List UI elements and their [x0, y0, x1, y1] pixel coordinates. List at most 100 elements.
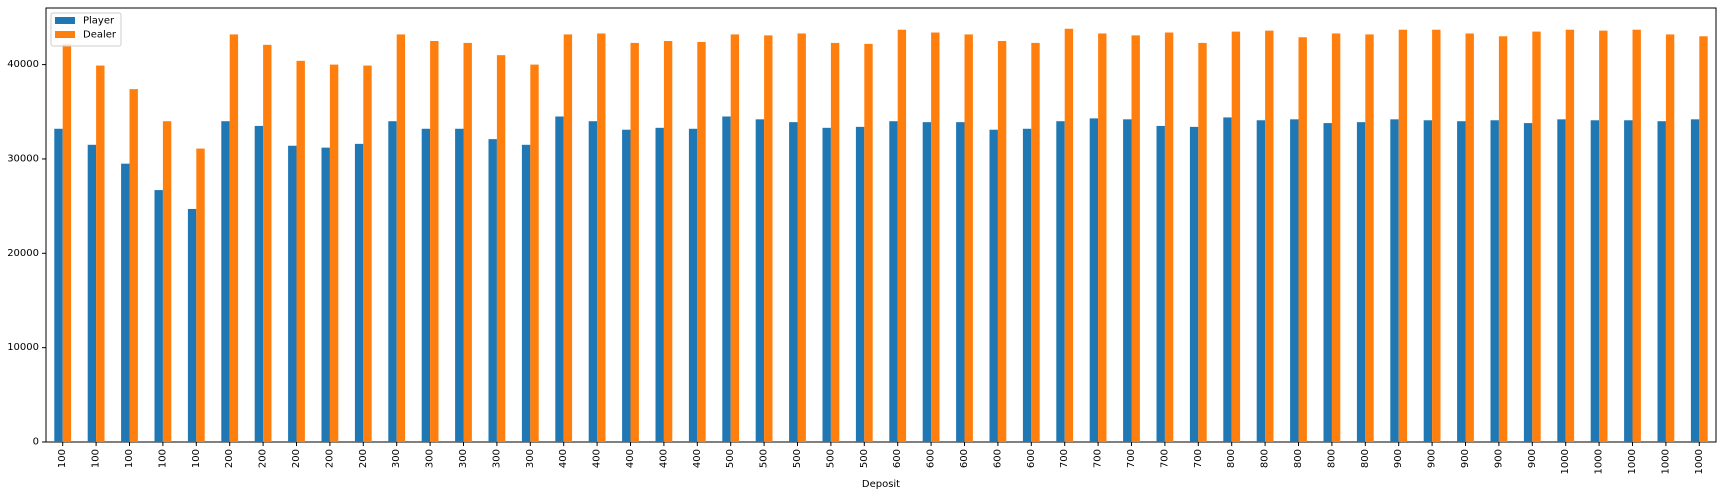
- x-tick-label: 200: [291, 449, 302, 468]
- bar-player-46: [1590, 120, 1600, 443]
- bar-player-40: [1390, 119, 1399, 442]
- bar-dealer-19: [697, 41, 706, 442]
- x-tick-label: 500: [759, 449, 770, 468]
- bar-dealer-32: [1131, 35, 1140, 443]
- y-tick-label: 30000: [7, 153, 39, 164]
- bar-dealer-20: [730, 34, 740, 443]
- bar-dealer-34: [1198, 42, 1207, 442]
- x-tick-label: 200: [324, 449, 335, 468]
- bar-dealer-35: [1231, 31, 1241, 443]
- bar-player-8: [321, 147, 330, 442]
- x-tick-label: 400: [692, 449, 703, 468]
- legend-swatch-player: [55, 17, 75, 24]
- bar-dealer-16: [597, 33, 606, 442]
- bar-dealer-4: [196, 148, 205, 442]
- bar-player-24: [855, 126, 865, 442]
- bar-player-13: [488, 139, 497, 442]
- x-tick-label: 600: [892, 449, 903, 468]
- bar-dealer-45: [1565, 29, 1575, 442]
- bar-player-21: [755, 119, 765, 442]
- x-tick-label: 300: [391, 449, 402, 468]
- bar-player-22: [789, 122, 798, 442]
- bar-player-3: [154, 190, 163, 442]
- bar-player-12: [455, 128, 464, 442]
- x-tick-label: 100: [91, 449, 102, 468]
- bar-dealer-9: [363, 65, 372, 443]
- bar-player-33: [1156, 125, 1165, 443]
- bar-dealer-28: [997, 41, 1007, 443]
- y-axis-ticks: 0 10000 20000 30000 40000: [7, 59, 46, 448]
- x-tick-label: 400: [625, 449, 636, 468]
- x-tick-label: 900: [1493, 449, 1504, 468]
- bar-player-9: [354, 143, 364, 443]
- bar-dealer-44: [1532, 31, 1541, 443]
- bar-dealer-6: [263, 44, 272, 443]
- bar-dealer-5: [229, 34, 239, 443]
- bar-dealer-27: [964, 34, 973, 443]
- bar-dealer-3: [162, 121, 172, 442]
- x-tick-label: 600: [992, 449, 1003, 468]
- bars-group: [54, 28, 1708, 443]
- bar-dealer-12: [463, 42, 472, 442]
- legend-label-player: Player: [83, 16, 115, 27]
- bar-dealer-2: [129, 89, 138, 442]
- bar-dealer-33: [1164, 32, 1174, 442]
- x-tick-label: 300: [525, 449, 536, 468]
- x-tick-label: 1000: [1560, 449, 1571, 474]
- bar-player-34: [1189, 126, 1199, 442]
- bar-player-6: [254, 125, 264, 443]
- bar-player-26: [922, 122, 932, 442]
- bar-dealer-46: [1599, 30, 1608, 442]
- bar-player-48: [1657, 121, 1666, 442]
- bar-player-28: [989, 129, 998, 442]
- bar-player-31: [1089, 118, 1099, 442]
- x-tick-label: 800: [1260, 449, 1271, 468]
- y-tick-label: 10000: [7, 342, 39, 353]
- x-tick-label: 100: [157, 449, 168, 468]
- legend-label-dealer: Dealer: [83, 30, 117, 41]
- bar-dealer-26: [931, 32, 940, 442]
- x-tick-label: 600: [959, 449, 970, 468]
- bar-player-42: [1457, 121, 1466, 442]
- x-tick-label: 100: [57, 449, 68, 468]
- bar-dealer-25: [897, 29, 907, 442]
- x-tick-label: 400: [558, 449, 569, 468]
- bar-player-47: [1624, 120, 1633, 443]
- bar-player-7: [288, 145, 297, 442]
- x-tick-label: 500: [792, 449, 803, 468]
- x-tick-label: 400: [658, 449, 669, 468]
- bar-player-18: [655, 127, 664, 442]
- x-tick-label: 900: [1427, 449, 1438, 468]
- x-tick-label: 800: [1226, 449, 1237, 468]
- legend: Player Dealer: [50, 12, 122, 47]
- x-tick-label: 800: [1293, 449, 1304, 468]
- bar-dealer-21: [764, 35, 773, 443]
- bar-player-17: [622, 129, 631, 442]
- x-axis-ticks: 100 100 100 100 100 200 200 200 200 200 300 300 300 3…: [57, 442, 1705, 474]
- bar-dealer-0: [62, 43, 72, 442]
- bar-player-27: [956, 122, 965, 442]
- x-tick-label: 300: [458, 449, 469, 468]
- bar-player-4: [187, 208, 197, 442]
- bar-dealer-8: [329, 64, 339, 443]
- bar-dealer-43: [1498, 36, 1508, 443]
- bar-dealer-14: [530, 64, 539, 443]
- bar-player-11: [421, 128, 431, 442]
- bar-dealer-11: [430, 41, 439, 443]
- bar-player-49: [1690, 119, 1700, 442]
- bar-dealer-10: [396, 34, 406, 443]
- x-tick-label: 700: [1126, 449, 1137, 468]
- bar-dealer-36: [1265, 30, 1274, 442]
- bar-player-25: [889, 121, 898, 442]
- x-axis-title: Deposit: [862, 479, 900, 490]
- y-tick-label: 20000: [7, 248, 39, 259]
- bar-dealer-47: [1632, 29, 1641, 442]
- bar-player-41: [1423, 120, 1433, 443]
- bar-player-14: [521, 144, 531, 443]
- x-tick-label: 900: [1460, 449, 1471, 468]
- bar-player-0: [54, 128, 63, 442]
- x-tick-label: 500: [859, 449, 870, 468]
- y-tick-label: 0: [33, 437, 39, 448]
- bar-player-23: [822, 127, 831, 442]
